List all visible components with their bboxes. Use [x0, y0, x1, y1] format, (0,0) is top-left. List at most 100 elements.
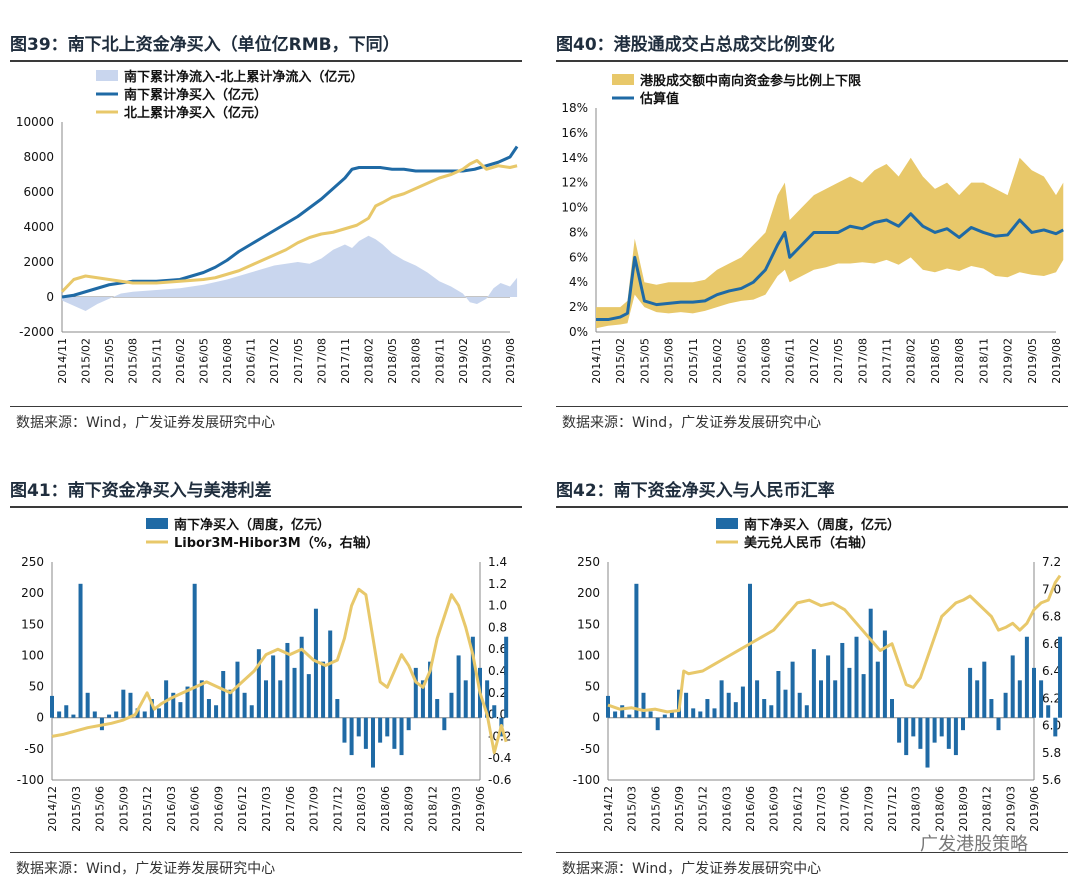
x-tick-label: 2015/09	[117, 786, 130, 832]
x-tick-label: 2016/12	[236, 786, 249, 832]
bar	[249, 705, 254, 718]
bar	[121, 689, 126, 718]
x-tick-label: 2015/11	[687, 338, 700, 384]
x-tick-label: 2017/05	[832, 338, 845, 384]
bar	[78, 583, 83, 718]
bar	[285, 642, 290, 718]
y-tick-label: -100	[573, 773, 600, 787]
bar	[406, 717, 411, 731]
bar	[299, 636, 304, 718]
x-tick-label: 2015/06	[649, 786, 662, 832]
y-tick-label: 8%	[569, 225, 588, 239]
x-tick-label: 2019/05	[480, 338, 493, 384]
bar	[804, 705, 809, 718]
series-area	[62, 235, 518, 311]
bar	[85, 692, 90, 718]
x-tick-label: 2015/03	[626, 786, 639, 832]
panel-fig40: 图40：港股通成交占总成交比例变化 港股成交额中南向资金参与比例上下限 估算值 0%…	[556, 30, 1068, 440]
x-tick-label: 2015/02	[80, 338, 93, 384]
bar	[114, 711, 119, 718]
bar	[92, 711, 97, 718]
bar	[655, 717, 660, 731]
bar	[733, 702, 738, 718]
panel-title: 图42：南下资金净买入与人民币汇率	[556, 481, 835, 501]
y-tick-label: 0	[592, 711, 600, 725]
y-tick-label: 0	[36, 711, 44, 725]
x-tick-label: 2018/11	[977, 338, 990, 384]
x-tick-label: 2018/03	[355, 786, 368, 832]
bar	[57, 711, 62, 718]
x-tick-label: 2016/03	[165, 786, 178, 832]
title-rule	[556, 60, 1068, 62]
bar	[613, 711, 618, 718]
panel-fig39: 图39：南下北上资金净买入（单位亿RMB，下同） 南下累计净流入-北上累计净流入…	[10, 30, 522, 440]
bar	[185, 686, 190, 718]
x-tick-label: 2018/12	[981, 786, 994, 832]
y-tick-label: 100	[577, 648, 600, 662]
x-tick-label: 2015/02	[614, 338, 627, 384]
bar	[939, 717, 944, 737]
chart-fig41: 南下净买入（周度，亿元） Libor3M-Hibor3M（%，右轴） -100 -50…	[17, 517, 512, 832]
bar	[1024, 636, 1029, 718]
x-tick-label: 2015/03	[70, 786, 83, 832]
bar	[606, 695, 610, 718]
bar	[975, 680, 980, 718]
x-tick-label: 2015/05	[638, 338, 651, 384]
bar	[449, 692, 454, 718]
bar	[946, 717, 951, 749]
legend-swatch	[612, 74, 634, 85]
x-tick-label: 2016/02	[711, 338, 724, 384]
x-tick-label: 2017/11	[881, 338, 894, 384]
y-tick-label: 4%	[569, 275, 588, 289]
y2-tick-label: 1.2	[488, 577, 507, 591]
bar	[691, 708, 696, 718]
y2-tick-label: 0.4	[488, 664, 507, 678]
y-tick-label: 6%	[569, 250, 588, 264]
bar	[292, 667, 297, 718]
y2-tick-label: 0.8	[488, 620, 507, 634]
bar	[271, 655, 276, 718]
bar	[149, 699, 154, 718]
title-rule	[10, 506, 522, 508]
bar	[748, 583, 752, 718]
x-tick-label: 2015/05	[103, 338, 116, 384]
legend-swatch	[96, 70, 118, 81]
bar	[669, 711, 674, 718]
x-tick-label: 2017/03	[815, 786, 828, 832]
bar	[492, 705, 497, 718]
y-tick-label: 6000	[23, 185, 54, 199]
bar	[463, 680, 468, 718]
bar	[328, 630, 333, 718]
x-tick-label: 2019/08	[1050, 338, 1063, 384]
source-note: 数据来源：Wind，广发证券发展研究中心	[16, 415, 276, 431]
bar	[996, 717, 1001, 731]
bar	[313, 608, 318, 718]
y-tick-label: 50	[585, 680, 600, 694]
x-tick-label: 2017/12	[886, 786, 899, 832]
legend-label: 南下净买入（周度，亿元）	[174, 517, 330, 533]
legend-swatch	[146, 518, 168, 529]
x-tick-label: 2017/02	[268, 338, 281, 384]
bar	[840, 642, 845, 718]
x-tick-label: 2015/08	[663, 338, 676, 384]
y-tick-label: 200	[21, 586, 44, 600]
bar	[1010, 655, 1015, 718]
bar	[1017, 680, 1022, 718]
x-tick-label: 2016/08	[759, 338, 772, 384]
bar	[755, 680, 760, 718]
x-tick-label: 2019/08	[504, 338, 517, 384]
legend-label: 南下净买入（周度，亿元）	[744, 517, 900, 533]
y-tick-label: -50	[580, 742, 600, 756]
source-note: 数据来源：Wind，广发证券发展研究中心	[562, 861, 822, 877]
bar	[882, 630, 887, 718]
y-tick-label: 2000	[23, 255, 54, 269]
bar	[399, 717, 404, 756]
x-tick-label: 2017/12	[331, 786, 344, 832]
bar	[278, 680, 283, 718]
legend-label: 估算值	[639, 91, 679, 107]
x-tick-label: 2017/06	[284, 786, 297, 832]
bar	[989, 699, 994, 718]
title-rule	[10, 60, 522, 62]
x-tick-label: 2016/11	[245, 338, 258, 384]
